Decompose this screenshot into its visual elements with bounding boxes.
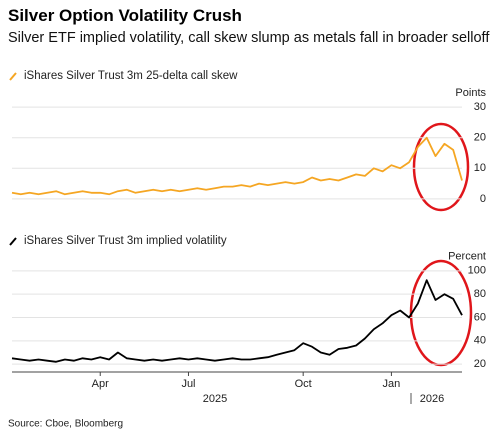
y-tick-label: 10 (474, 162, 486, 174)
y-tick-label: 40 (474, 335, 486, 347)
y-axis-label: Points (455, 87, 486, 99)
x-tick-label: Jul (181, 378, 195, 390)
title: Silver Option Volatility Crush (8, 6, 242, 25)
y-tick-label: 20 (474, 358, 486, 370)
x-tick-label: Jan (383, 378, 401, 390)
header: Silver Option Volatility Crush Silver ET… (8, 6, 494, 47)
y-tick-label: 30 (474, 101, 486, 113)
y-axis-label: Percent (448, 251, 486, 263)
x-tick-label: Oct (295, 378, 312, 390)
y-tick-label: 100 (468, 265, 486, 277)
year-label: 2025 (203, 393, 227, 405)
legend-marker (9, 237, 17, 246)
year-label: 2026 (420, 393, 444, 405)
x-tick-label: Apr (92, 378, 109, 390)
source: Source: Cboe, Bloomberg (8, 419, 123, 430)
highlight-circle (412, 122, 470, 212)
legend-marker (9, 72, 17, 81)
y-tick-label: 0 (480, 193, 486, 205)
legend-label: iShares Silver Trust 3m 25-delta call sk… (24, 70, 238, 82)
highlight-circle (409, 259, 473, 367)
line (11, 279, 463, 363)
y-tick-label: 80 (474, 288, 486, 300)
subtitle: Silver ETF implied volatility, call skew… (8, 30, 490, 46)
legend-label: iShares Silver Trust 3m implied volatili… (24, 235, 227, 247)
y-tick-label: 20 (474, 132, 486, 144)
line (11, 136, 463, 196)
y-tick-label: 60 (474, 311, 486, 323)
